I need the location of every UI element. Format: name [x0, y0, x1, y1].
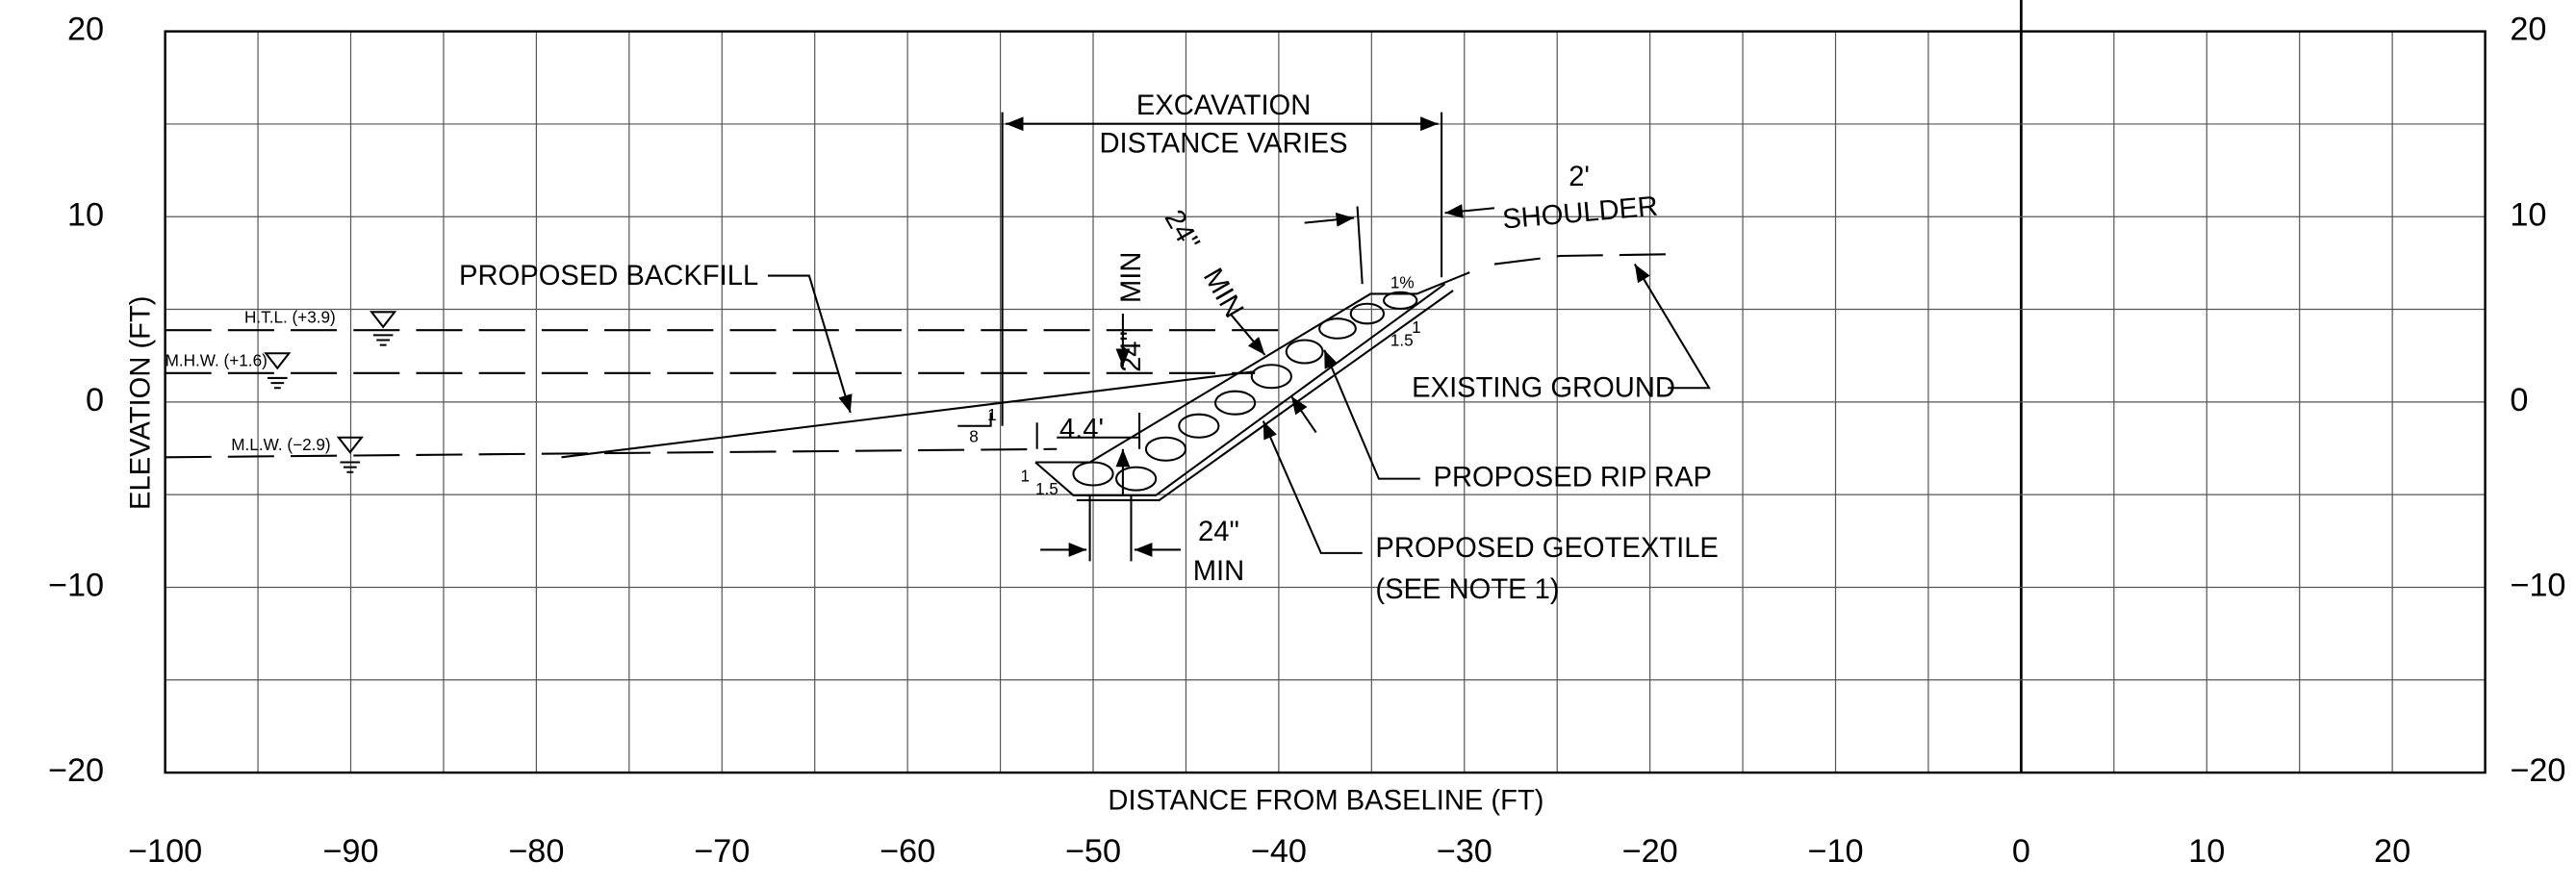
backfill-leader: [767, 274, 853, 414]
dimensions: [1001, 112, 1495, 562]
shoulder-text: 2': [1569, 162, 1590, 192]
mhw-label: M.H.W. (+1.6): [166, 350, 268, 369]
y-tick-label: 20: [67, 12, 104, 48]
section: [561, 253, 1669, 501]
backfill-line: [561, 370, 1256, 459]
y2-tick-label: 10: [2510, 196, 2546, 233]
x-tick-label: −90: [322, 833, 378, 870]
x-tick-label: 10: [2188, 833, 2225, 870]
y-tick-label: −10: [48, 568, 104, 604]
diagonal-dim: [1290, 395, 1317, 434]
slope-text: 1.5: [1390, 331, 1414, 350]
slope-text: 1: [1021, 466, 1031, 485]
vertical-text: 24": [1116, 331, 1147, 372]
frame: [164, 30, 2487, 774]
riprap-top: [1034, 271, 1470, 464]
bottom-text: MIN: [1193, 556, 1244, 587]
y2-tick-label: −20: [2510, 752, 2565, 789]
excavation-text: DISTANCE VARIES: [1100, 129, 1348, 160]
x-tick-label: −20: [1622, 833, 1678, 870]
geotextile: [1076, 290, 1454, 501]
shoulder-arrow: [1304, 212, 1355, 227]
y-axis-label: ELEVATION (FT): [125, 295, 156, 509]
shoulder-arrow: [1444, 204, 1495, 218]
shoulder-text: SHOULDER: [1501, 191, 1659, 236]
rocks: [1072, 291, 1418, 492]
htl-symbol: [370, 311, 397, 346]
backfill-slope: [957, 412, 992, 427]
bottom-ext: [1088, 494, 1133, 562]
ground-text: EXISTING GROUND: [1412, 373, 1675, 404]
slope-text: 8: [969, 426, 979, 445]
x-tick-label: −80: [508, 833, 564, 870]
y2-tick-label: 0: [2510, 382, 2528, 418]
htl-label: H.T.L. (+3.9): [244, 308, 336, 327]
bench-ext: [1035, 412, 1141, 449]
mhw-symbol: [264, 352, 292, 390]
x-axis-label: DISTANCE FROM BASELINE (FT): [1108, 786, 1543, 817]
y2-tick-label: −10: [2510, 568, 2565, 604]
riprap-bottom: [1034, 283, 1446, 496]
backfill-text: PROPOSED BACKFILL: [459, 261, 758, 291]
x-tick-label: 20: [2374, 833, 2410, 870]
mlw-label: M.L.W. (−2.9): [231, 435, 330, 454]
geotextile-text: PROPOSED GEOTEXTILE: [1375, 533, 1718, 564]
x-tick-label: −70: [694, 833, 750, 870]
riprap-leader: [1323, 349, 1420, 480]
mlw-symbol: [336, 436, 364, 473]
y2-tick-label: 20: [2510, 12, 2546, 48]
annotations: EXCAVATION DISTANCE VARIES 2' SHOULDER 2…: [459, 90, 1719, 605]
x-tick-label: −50: [1065, 833, 1121, 870]
bottom-text: 24": [1198, 517, 1239, 547]
slope-text: 1: [1412, 317, 1421, 337]
y-tick-label: 0: [86, 382, 104, 418]
existing-ground: [1493, 253, 1669, 266]
diagonal-text: 24": [1159, 205, 1206, 256]
x-tick-label: −40: [1251, 833, 1307, 870]
riprap-text: PROPOSED RIP RAP: [1434, 462, 1712, 493]
leaders: [767, 264, 1711, 554]
geotextile-leader: [1262, 420, 1363, 554]
x-tick-label: −60: [880, 833, 935, 870]
x-tick-label: −10: [1807, 833, 1863, 870]
shoulder-ext: [1356, 206, 1364, 285]
water-levels: H.T.L. (+3.9) M.H.W. (+1.6) M.L.W. (−2.9…: [165, 308, 1288, 473]
y-tick-label: −20: [48, 752, 104, 789]
bench-text: 4.4': [1059, 415, 1104, 445]
diagonal-text: MIN: [1197, 264, 1249, 323]
slope-text: 1: [987, 405, 997, 424]
x-tick-label: 0: [2012, 833, 2030, 870]
x-tick-label: −100: [128, 833, 202, 870]
excavation-ext: [1001, 112, 1443, 426]
diagonal-dim: [1229, 313, 1266, 356]
vertical-text: MIN: [1116, 252, 1147, 303]
mlw-line: [165, 447, 1058, 459]
excavation-text: EXCAVATION: [1136, 90, 1311, 121]
slope-labels: 1 8 1 1.5 1 1.5 1%: [969, 273, 1420, 498]
y-tick-label: 10: [67, 196, 104, 233]
slope-text: 1%: [1390, 273, 1415, 292]
x-tick-label: −30: [1437, 833, 1492, 870]
ground-leader: [1633, 264, 1711, 390]
geotextile-text: (SEE NOTE 1): [1375, 574, 1559, 605]
slope-text: 1.5: [1035, 479, 1058, 498]
grid: [164, 0, 2487, 774]
